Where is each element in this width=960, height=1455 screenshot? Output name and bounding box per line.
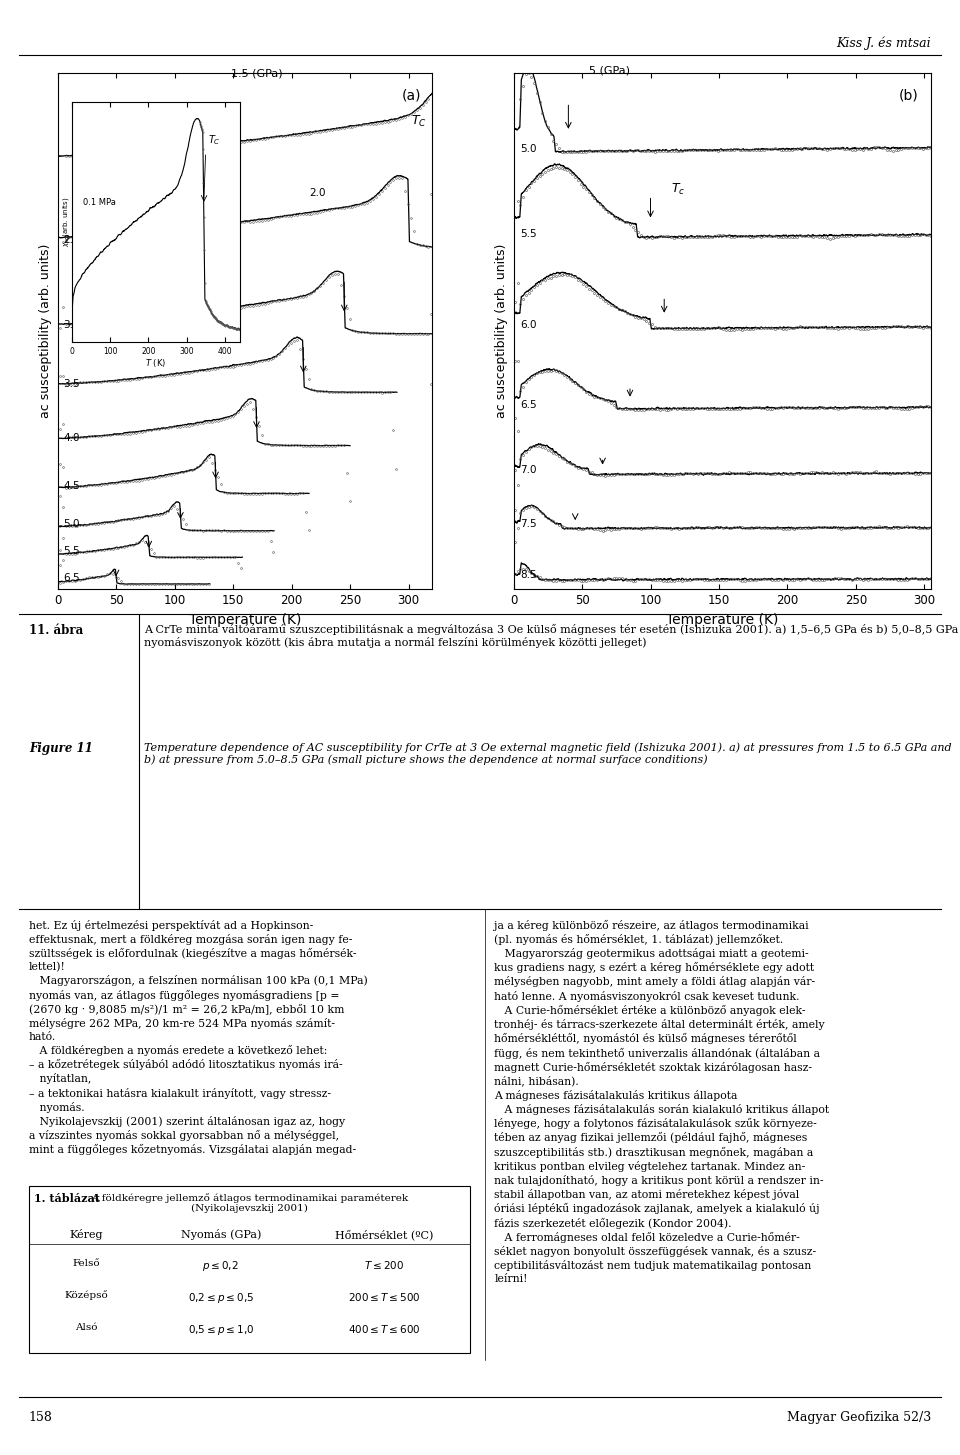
Text: 5.0: 5.0: [520, 144, 537, 154]
Text: Kéreg: Kéreg: [70, 1229, 103, 1241]
Text: $T_c$: $T_c$: [671, 182, 685, 196]
Text: 5 (GPa): 5 (GPa): [588, 65, 630, 76]
Text: 3.5: 3.5: [63, 380, 80, 390]
Text: (b): (b): [899, 89, 919, 102]
Text: 4.5: 4.5: [63, 482, 80, 492]
Text: 0.1 MPa: 0.1 MPa: [84, 198, 116, 207]
Text: Hőmérséklet (ºC): Hőmérséklet (ºC): [335, 1229, 433, 1240]
Text: $0{,}2 \leq p \leq 0{,}5$: $0{,}2 \leq p \leq 0{,}5$: [188, 1291, 253, 1305]
Text: Alsó: Alsó: [75, 1323, 98, 1331]
Text: $T \leq 200$: $T \leq 200$: [364, 1259, 404, 1270]
Text: 6.0: 6.0: [520, 320, 537, 330]
Text: 2.0: 2.0: [309, 188, 325, 198]
X-axis label: $T$ (K): $T$ (K): [146, 356, 166, 370]
Text: A földkéregre jellemző átlagos termodinamikai paraméterek
(Nyikolajevszkij 2001): A földkéregre jellemző átlagos termodina…: [91, 1193, 408, 1213]
Text: 158: 158: [29, 1411, 53, 1424]
Text: Középső: Középső: [64, 1291, 108, 1301]
Text: (a): (a): [401, 89, 420, 102]
Text: Temperature dependence of AC susceptibility for CrTe at 3 Oe external magnetic f: Temperature dependence of AC susceptibil…: [144, 742, 951, 765]
X-axis label: Temperature (K): Temperature (K): [188, 613, 301, 627]
Text: 8.5: 8.5: [520, 570, 537, 581]
Text: 5.5: 5.5: [63, 546, 80, 556]
Text: $0{,}5 \leq p \leq 1{,}0$: $0{,}5 \leq p \leq 1{,}0$: [187, 1323, 254, 1337]
Text: $T_C$: $T_C$: [411, 113, 426, 129]
Text: A CrTe minta váltóáramú szuszceptibilitásnak a megváltozása 3 Oe külső mágneses : A CrTe minta váltóáramú szuszceptibilitá…: [144, 624, 958, 647]
Text: 1. táblázat: 1. táblázat: [34, 1193, 100, 1205]
Y-axis label: $\chi_{ac}$(arb. units): $\chi_{ac}$(arb. units): [60, 196, 71, 247]
Text: 5.5: 5.5: [520, 228, 537, 239]
X-axis label: Temperature (K): Temperature (K): [666, 613, 779, 627]
Y-axis label: ac susceptibility (arb. units): ac susceptibility (arb. units): [495, 244, 508, 418]
Text: Nyomás (GPa): Nyomás (GPa): [180, 1229, 261, 1241]
Text: 3.0: 3.0: [63, 320, 80, 330]
Text: 2.0: 2.0: [63, 234, 80, 244]
Text: 1.5 (GPa): 1.5 (GPa): [230, 68, 282, 79]
Text: Magyar Geofizika 52/3: Magyar Geofizika 52/3: [787, 1411, 931, 1424]
Text: $200 \leq T \leq 500$: $200 \leq T \leq 500$: [348, 1291, 420, 1302]
Text: Kiss J. és mtsai: Kiss J. és mtsai: [836, 36, 931, 49]
Text: 6.5: 6.5: [520, 400, 537, 410]
Text: $400 \leq T \leq 600$: $400 \leq T \leq 600$: [348, 1323, 420, 1334]
Text: $T_C$: $T_C$: [207, 132, 220, 147]
Text: 11. ábra: 11. ábra: [29, 624, 84, 637]
Text: 7.0: 7.0: [520, 466, 537, 476]
Text: 6.5: 6.5: [63, 573, 80, 583]
Y-axis label: ac susceptibility (arb. units): ac susceptibility (arb. units): [39, 244, 52, 418]
Text: 7.5: 7.5: [520, 519, 537, 530]
Text: ja a kéreg különböző részeire, az átlagos termodinamikai
(pl. nyomás és hőmérsék: ja a kéreg különböző részeire, az átlago…: [494, 920, 829, 1283]
Text: $p \leq 0{,}2$: $p \leq 0{,}2$: [203, 1259, 239, 1273]
Text: het. Ez új értelmezési perspektívát ad a Hopkinson-
effektusnak, mert a földkére: het. Ez új értelmezési perspektívát ad a…: [29, 920, 368, 1155]
Text: Figure 11: Figure 11: [29, 742, 92, 755]
Text: 5.0: 5.0: [63, 519, 80, 530]
Text: 4.0: 4.0: [63, 434, 80, 444]
Text: Felső: Felső: [73, 1259, 100, 1267]
